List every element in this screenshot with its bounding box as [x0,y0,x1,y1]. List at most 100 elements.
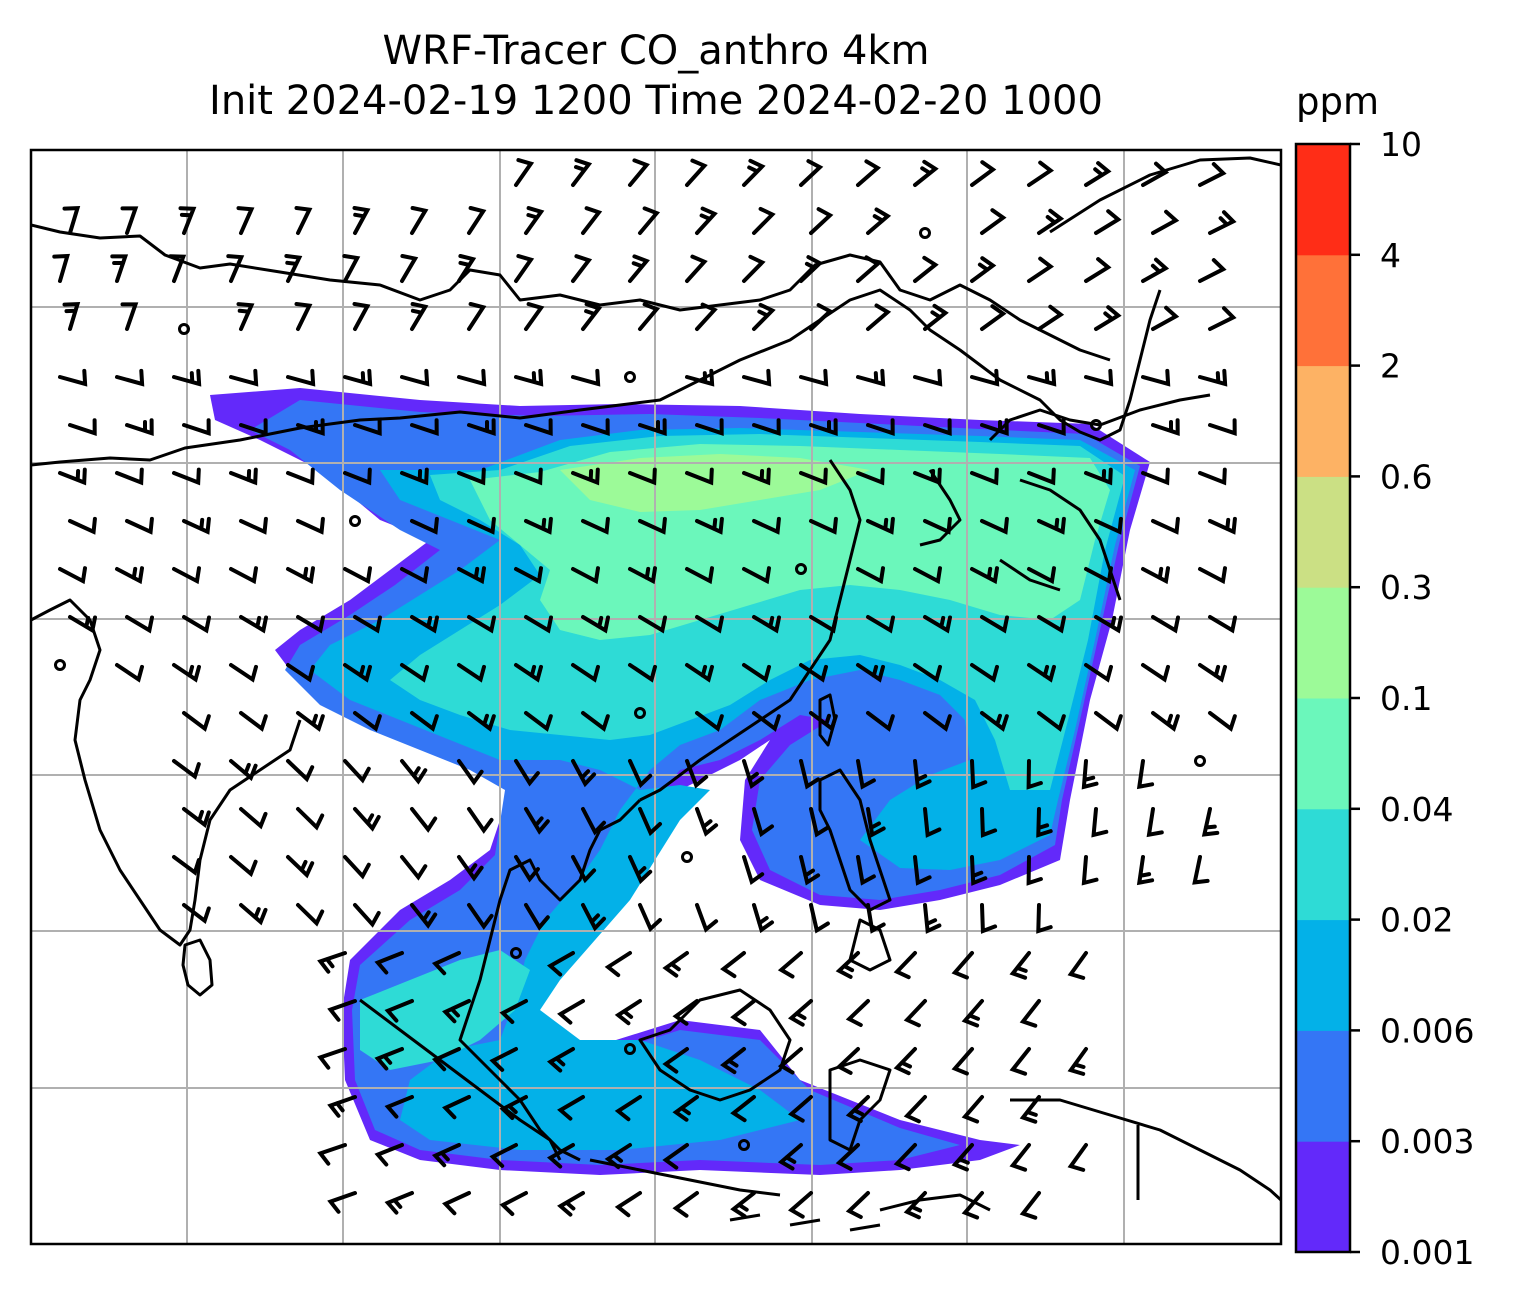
wind-barb [343,855,371,880]
wind-barb [1027,160,1055,187]
wind-barb [742,759,765,790]
wind-barb [638,206,661,235]
wind-barb [172,368,202,387]
wind-barb [809,516,838,535]
wind-barb [866,711,895,732]
colorbar-ticks: 0.001 0.003 0.006 0.02 0.04 0.1 0.3 0.6 2 4 10 [1350,125,1474,1272]
wind-barb [980,304,1007,331]
wind-barbs [52,158,1237,1220]
colorbar-segment [1296,698,1350,810]
wind-barb [457,663,486,683]
calm-wind-marker [624,1043,636,1055]
wind-barb [970,256,997,283]
wind-barb [384,999,414,1023]
wind-barb [799,368,829,387]
wind-barb [685,759,709,789]
wind-barb [581,418,610,436]
wind-barb [893,1143,917,1172]
wind-barb [951,951,974,980]
wind-barb [777,1047,803,1075]
wind-barb [1084,566,1113,585]
wind-barb [353,903,381,928]
wind-barb [168,254,187,283]
wind-barb [68,615,97,634]
wind-barb [614,1095,642,1122]
wind-barb [1081,759,1099,790]
wind-barb [524,206,545,235]
calm-wind-marker [624,371,636,383]
wind-barb [514,663,543,683]
wind-barb [923,807,942,838]
wind-barb [514,368,544,387]
wind-barb [571,254,593,283]
wind-barb [172,467,201,486]
calm-wind-marker [919,227,931,239]
wind-barb [799,663,828,683]
wind-barb [236,302,255,331]
wind-barb [353,615,382,634]
calm-wind-marker [54,659,66,671]
gridlines [31,150,1281,1244]
wind-barb [1136,855,1155,886]
wind-barb [809,615,838,634]
wind-barb [1009,1143,1031,1172]
wind-barb [52,253,71,283]
wind-barb [799,255,824,283]
wind-barb [742,368,772,387]
title-line-2: Init 2024-02-19 1200 Time 2024-02-20 100… [209,78,1103,124]
wind-barb [951,1047,974,1076]
wind-barb [970,467,999,486]
wind-barb [120,302,139,331]
wind-barb [638,418,667,436]
wind-barb [1208,210,1237,235]
wind-barb [720,951,746,979]
wind-barb [571,158,593,187]
wind-barb [343,759,371,784]
wind-barb [970,855,988,886]
map-area [31,150,1281,1244]
wind-barb [110,254,129,283]
calm-wind-marker [634,707,646,719]
wind-barb [913,368,943,387]
wind-barb [845,1191,870,1219]
wind-barb [431,1143,461,1168]
coastline-borneo [638,988,792,1102]
colorbar-tick-label: 0.3 [1380,568,1432,607]
wind-barb [720,1047,746,1075]
wind-barb [742,254,766,283]
wind-barb [296,615,325,634]
wind-barb [742,855,765,886]
wind-barb [980,615,1009,634]
wind-barb [182,418,211,436]
wind-barb [546,951,575,977]
wind-barb [524,418,553,436]
wind-barb [467,711,496,732]
colorbar-tick-label: 0.04 [1380,790,1453,829]
coastline-indochina [458,798,642,1162]
wind-barb [581,807,606,836]
wind-barb [442,1191,471,1216]
wind-barb [866,807,886,838]
wind-barb [903,1191,927,1220]
wind-barb [856,566,885,585]
wind-barb [172,855,201,876]
coastline-india [31,598,302,947]
wind-barb [467,206,487,235]
wind-barb [695,615,724,634]
wind-barb [638,903,662,933]
wind-barb [1037,615,1066,634]
wind-barb [400,663,429,683]
wind-barb [1151,209,1180,235]
wind-barb [742,663,771,683]
wind-barb [499,999,528,1024]
wind-barb [1141,566,1170,585]
wind-barb [685,566,714,585]
calm-wind-marker [510,947,522,959]
wind-barb [913,566,942,585]
wind-barb [557,999,585,1025]
wind-barb [546,1143,575,1169]
calm-wind-marker [738,1139,750,1151]
colorbar-tick-label: 2 [1380,347,1401,386]
colorbar-tick-label: 4 [1380,236,1401,275]
wind-barb [68,516,97,535]
